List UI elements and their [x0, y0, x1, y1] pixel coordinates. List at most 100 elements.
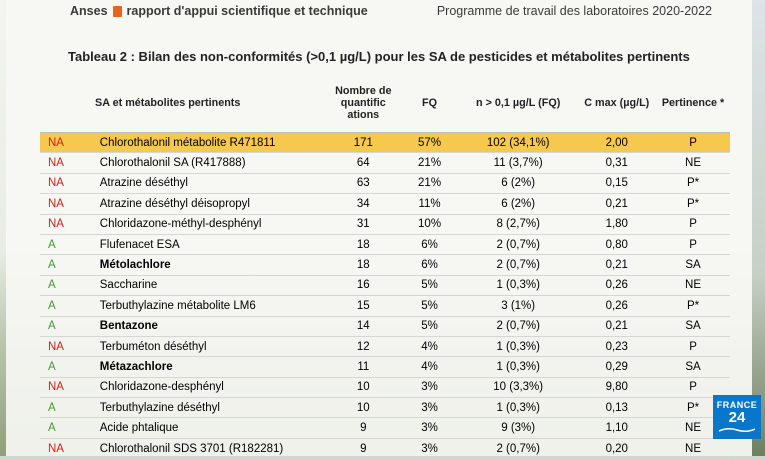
cell-pertinence: NE: [656, 438, 730, 459]
cell-pertinence: SA: [656, 356, 730, 378]
cell-cmax: 0,13: [577, 397, 657, 419]
table-row: A Métolachlore 18 6% 2 (0,7%) 0,21 SA: [40, 254, 730, 276]
cell-name: Métazachlore: [91, 356, 327, 378]
cell-quantifications: 15: [326, 295, 401, 317]
table-row: A Bentazone 14 5% 2 (0,7%) 0,21 SA: [40, 316, 730, 337]
cell-name: Terbuthylazine métabolite LM6: [91, 295, 327, 317]
cell-pertinence: P: [656, 377, 730, 399]
cell-status: A: [40, 356, 92, 378]
document-header: Anses rapport d'appui scientifique et te…: [70, 2, 712, 20]
cell-cmax: 0,21: [577, 254, 657, 276]
table-header-row: SA et métabolites pertinents Nombre de q…: [40, 74, 730, 133]
cell-pertinence: SA: [656, 254, 730, 276]
cell-cmax: 0,80: [577, 234, 657, 256]
cell-n-over: 1 (0,3%): [458, 356, 578, 378]
table-body: NA Chlorothalonil métabolite R471811 171 57…: [40, 132, 730, 459]
cell-name: Bentazone: [91, 316, 327, 337]
cell-fq: 57%: [400, 132, 459, 154]
cell-status: A: [40, 275, 92, 297]
cell-name: Terbuthylazine déséthyl: [91, 397, 327, 419]
cell-quantifications: 16: [326, 275, 401, 297]
cell-quantifications: 14: [326, 316, 401, 337]
cell-cmax: 0,26: [577, 295, 657, 317]
cell-fq: 5%: [400, 275, 459, 297]
anses-logo-icon: [112, 5, 122, 17]
cell-n-over: 6 (2%): [458, 173, 578, 195]
cell-status: NA: [40, 132, 92, 154]
cell-name: Chlorothalonil métabolite R471811: [91, 132, 327, 154]
table-row: A Métazachlore 11 4% 1 (0,3%) 0,29 SA: [40, 356, 730, 378]
cell-name: Métolachlore: [91, 254, 327, 276]
cell-fq: 3%: [400, 397, 459, 419]
cell-cmax: 9,80: [577, 377, 657, 399]
header-brand: Anses rapport d'appui scientifique et te…: [70, 4, 368, 18]
logo-wave-icon: [719, 427, 755, 433]
cell-status: A: [40, 295, 92, 317]
cell-fq: 6%: [400, 234, 459, 256]
table-row: NA Chlorothalonil métabolite R471811 171 57…: [40, 132, 730, 154]
cell-pertinence: P: [656, 214, 730, 235]
cell-name: Chloridazone-desphényl: [91, 377, 327, 399]
cell-status: A: [40, 254, 92, 276]
logo-line2: 24: [728, 409, 746, 426]
col-header-pertinence: Pertinence *: [656, 74, 730, 133]
cell-n-over: 6 (2%): [458, 193, 578, 215]
program-title: Programme de travail des laboratoires 20…: [436, 4, 712, 18]
cell-pertinence: P: [656, 336, 730, 358]
cell-n-over: 11 (3,7%): [458, 152, 578, 174]
cell-pertinence: P: [656, 132, 730, 154]
cell-status: NA: [40, 336, 92, 358]
france24-logo: FRANCE 24: [713, 395, 761, 439]
cell-n-over: 1 (0,3%): [458, 336, 578, 358]
cell-n-over: 10 (3,3%): [458, 377, 578, 399]
cell-pertinence: P*: [656, 295, 730, 317]
table-row: NA Chloridazone-desphényl 10 3% 10 (3,3%) 9,8…: [40, 377, 730, 399]
table-row: A Flufenacet ESA 18 6% 2 (0,7%) 0,80 P: [40, 234, 730, 256]
table-row: A Terbuthylazine métabolite LM6 15 5% 3 (1%)…: [40, 295, 730, 317]
cell-quantifications: 171: [326, 132, 401, 154]
cell-pertinence: NE: [656, 152, 730, 174]
cell-quantifications: 64: [326, 152, 401, 174]
table-row: NA Atrazine déséthyl 63 21% 6 (2%) 0,15 P*: [40, 173, 730, 195]
cell-fq: 5%: [400, 295, 459, 317]
cell-n-over: 1 (0,3%): [458, 397, 578, 419]
cell-fq: 10%: [400, 214, 459, 235]
background-right-strip: [752, 0, 765, 456]
cell-quantifications: 18: [326, 254, 401, 276]
cell-fq: 5%: [400, 316, 459, 337]
table-title: Tableau 2 : Bilan des non-conformités (>…: [68, 49, 690, 64]
cell-name: Acide phtalique: [91, 417, 327, 439]
cell-cmax: 0,21: [577, 193, 657, 215]
cell-pertinence: NE: [656, 275, 730, 297]
cell-fq: 11%: [400, 193, 459, 215]
cell-name: Atrazine déséthyl: [91, 173, 327, 195]
table-row: NA Terbuméton déséthyl 12 4% 1 (0,3%) 0,23 P: [40, 336, 730, 358]
cell-fq: 21%: [400, 173, 459, 195]
cell-quantifications: 63: [326, 173, 401, 195]
cell-fq: 4%: [400, 336, 459, 358]
cell-n-over: 1 (0,3%): [458, 275, 578, 297]
cell-status: A: [40, 397, 92, 419]
cell-fq: 3%: [400, 417, 459, 439]
cell-name: Flufenacet ESA: [91, 234, 327, 256]
cell-cmax: 0,31: [577, 152, 657, 174]
cell-cmax: 1,10: [577, 417, 657, 439]
cell-quantifications: 10: [326, 397, 401, 419]
cell-cmax: 0,26: [577, 275, 657, 297]
cell-quantifications: 11: [326, 356, 401, 378]
cell-status: A: [40, 316, 92, 337]
cell-pertinence: P*: [656, 397, 730, 419]
cell-cmax: 0,29: [577, 356, 657, 378]
cell-status: A: [40, 417, 92, 439]
cell-pertinence: P*: [656, 193, 730, 215]
table-row: A Terbuthylazine déséthyl 10 3% 1 (0,3%) 0,13…: [40, 397, 730, 419]
cell-name: Chlorothalonil SA (R417888): [91, 152, 327, 174]
cell-fq: 3%: [400, 377, 459, 399]
table-row: NA Atrazine déséthyl déisopropyl 34 11% 6 (2…: [40, 193, 730, 215]
table-row: NA Chloridazone-méthyl-desphényl 31 10% 8 (2…: [40, 214, 730, 235]
cell-n-over: 2 (0,7%): [458, 438, 578, 459]
table-row: A Saccharine 16 5% 1 (0,3%) 0,26 NE: [40, 275, 730, 297]
nonconformity-table: SA et métabolites pertinents Nombre de q…: [40, 74, 730, 459]
cell-pertinence: SA: [656, 316, 730, 337]
cell-quantifications: 31: [326, 214, 401, 235]
